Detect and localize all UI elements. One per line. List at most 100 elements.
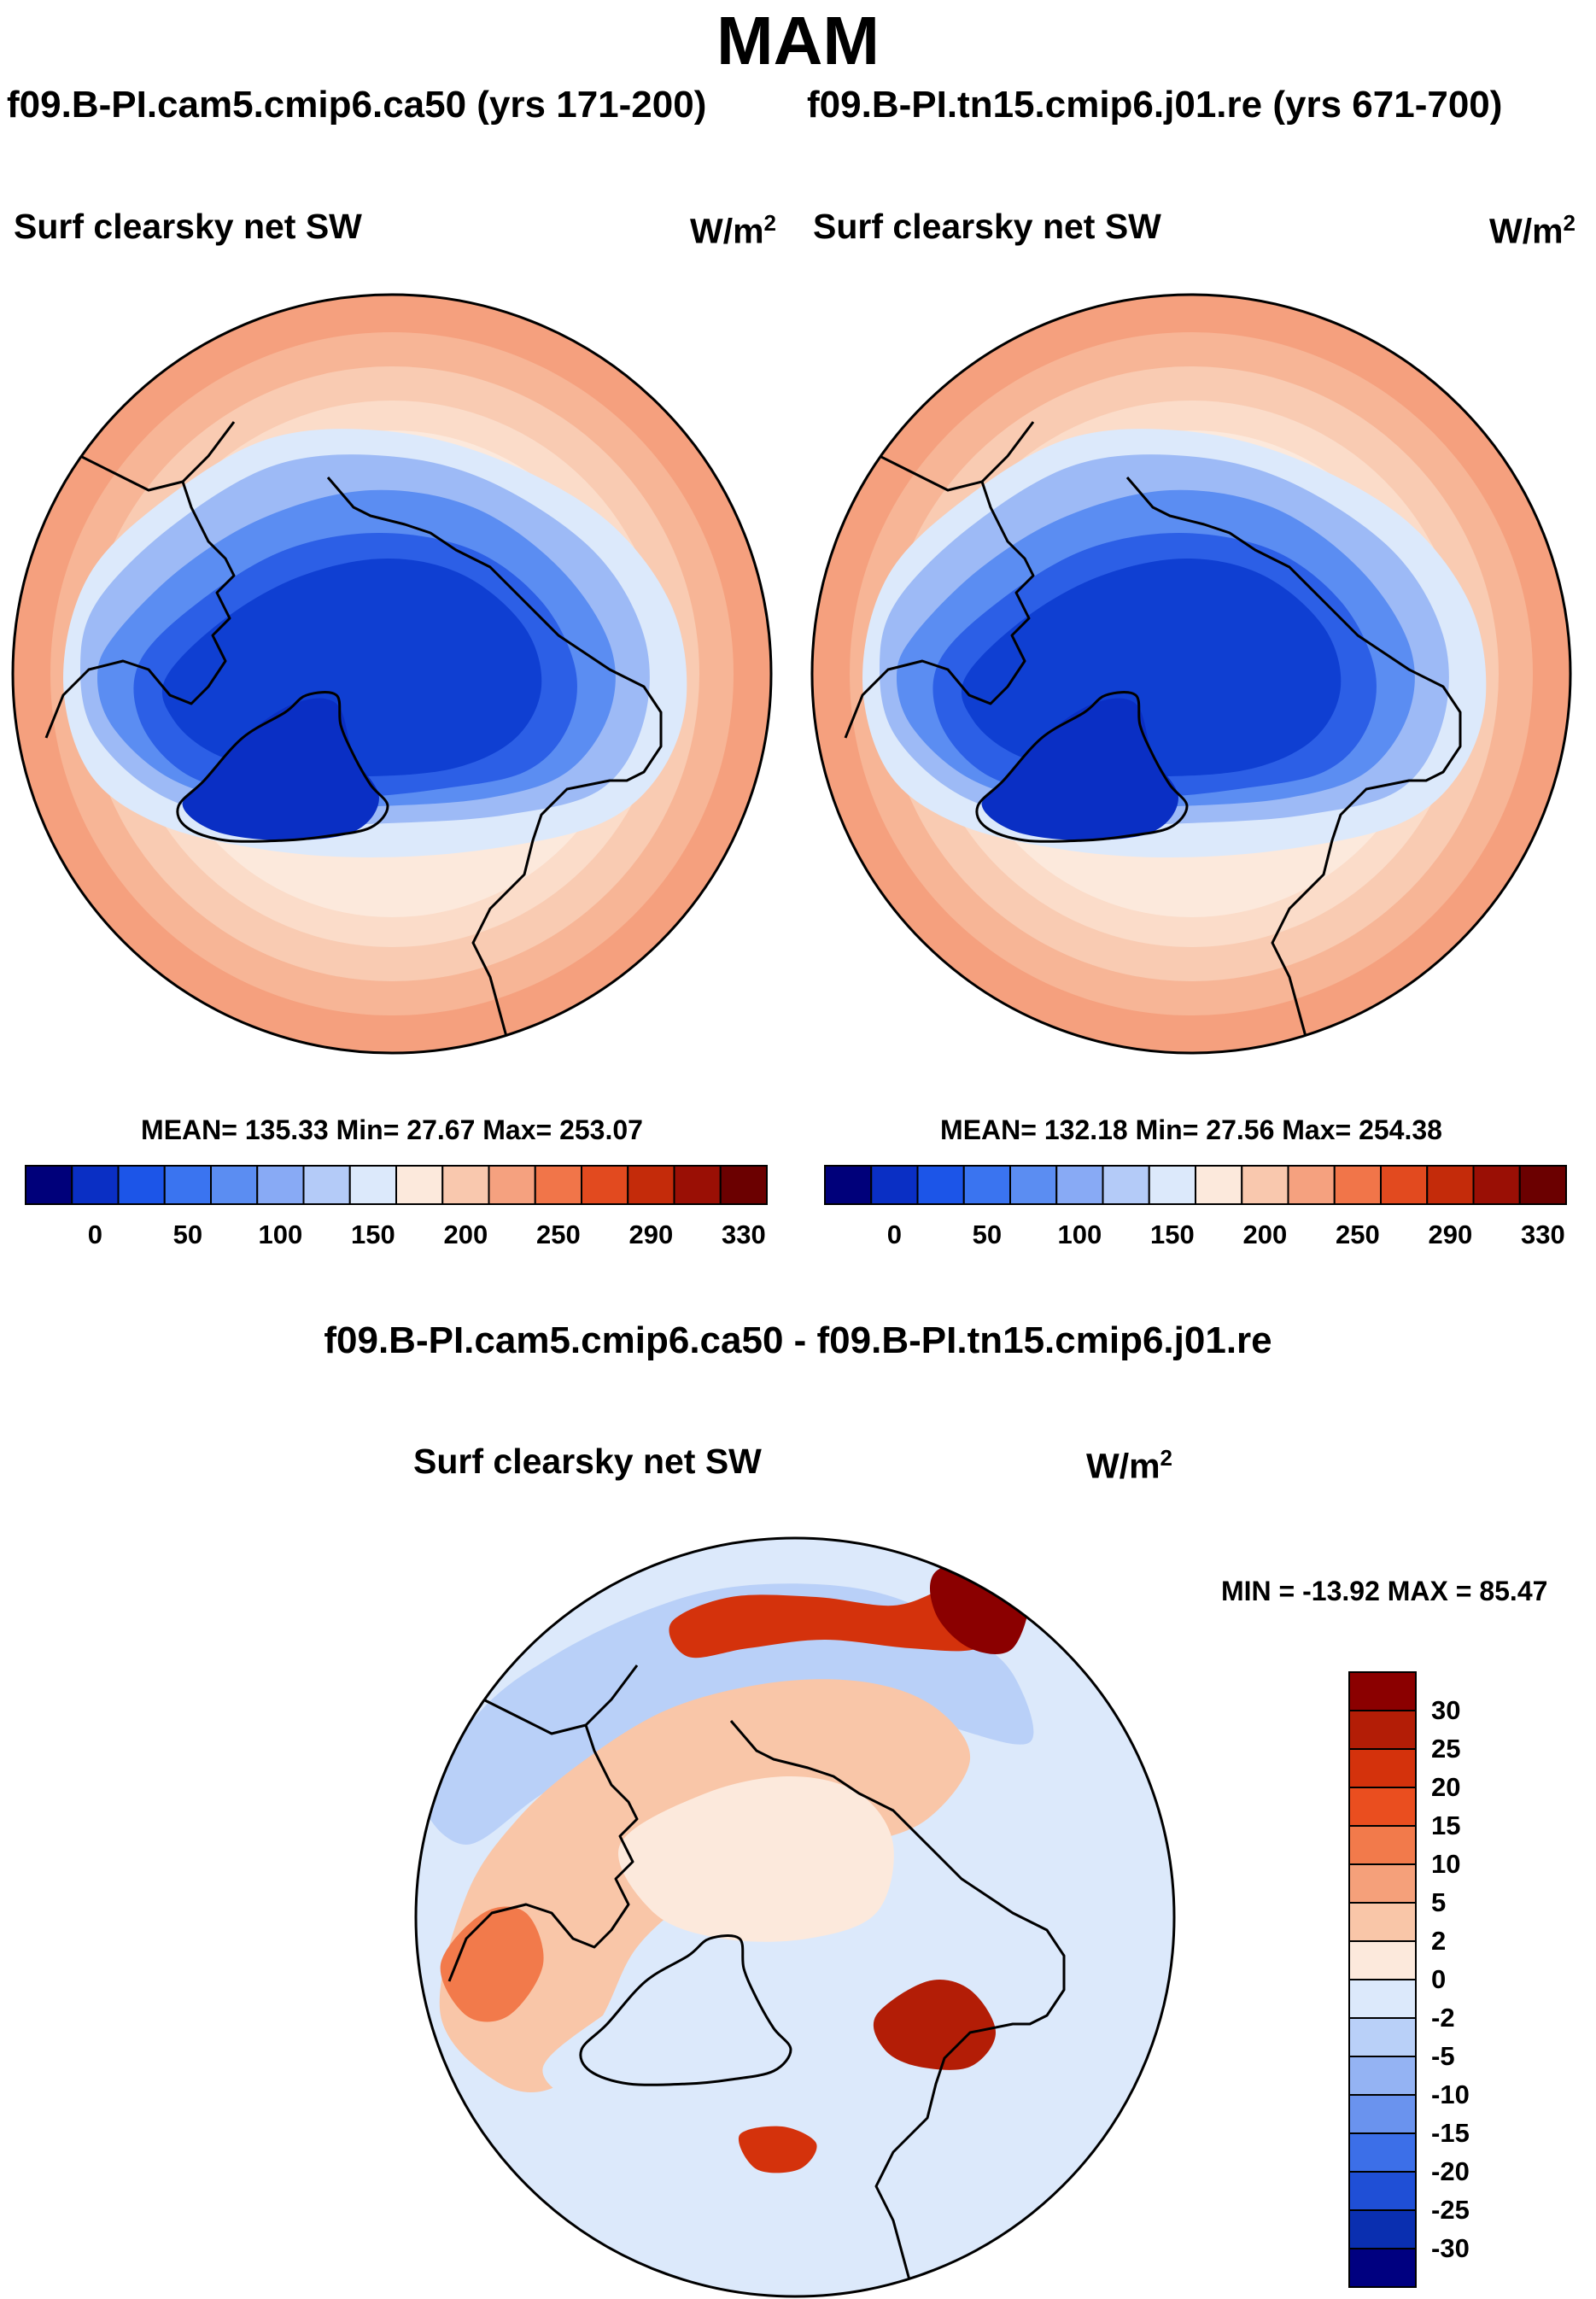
colorbar-2 xyxy=(824,1165,1567,1205)
map-3-border xyxy=(414,1536,1176,2298)
panel-2-title: Surf clearsky net SW xyxy=(813,207,1161,246)
colorbar-3-swatch xyxy=(1348,1979,1417,2019)
colorbar-1-tick-label: 290 xyxy=(628,1220,674,1249)
map-2-greenland xyxy=(981,698,1178,840)
map-3-pos-center xyxy=(618,1776,894,1942)
colorbar-3-ticks: 30 25 20 15 10 5 2 0 -2 -5 -10 -15 -20 -25 -30 xyxy=(1431,1672,1534,2287)
map-2-coast-greenland xyxy=(975,691,1189,843)
colorbar-1-swatch xyxy=(627,1165,675,1205)
colorbar-2-swatch xyxy=(916,1165,965,1205)
map-1-coast-greenland xyxy=(176,691,389,843)
map-panel-diff xyxy=(414,1536,1176,2298)
panel-3-title: Surf clearsky net SW xyxy=(413,1442,762,1481)
colorbar-2-ticks: 0 50 100 150 200 250 290 330 xyxy=(825,1220,1566,1254)
map-3-pos-strong-north xyxy=(669,1571,1014,1658)
map-3-pos-strong-barents xyxy=(873,1980,996,2070)
colorbar-1-ticks: 0 50 100 150 200 250 290 330 xyxy=(26,1220,767,1254)
colorbar-3-swatch xyxy=(1348,1863,1417,1904)
map-3-pos-hudson xyxy=(440,1906,544,2022)
map-1-coastline xyxy=(62,421,236,492)
colorbar-2-swatch xyxy=(1055,1165,1104,1205)
map-panel-1 xyxy=(11,293,773,1055)
colorbar-2-tick-label: 100 xyxy=(1057,1220,1102,1249)
colorbar-2-swatch xyxy=(1195,1165,1243,1205)
colorbar-3-tick-label: -25 xyxy=(1431,2195,1470,2225)
difference-title: f09.B-PI.cam5.cmip6.ca50 - f09.B-PI.tn15… xyxy=(324,1319,1272,1361)
colorbar-2-swatch xyxy=(1333,1165,1382,1205)
map-3-pos-iceland xyxy=(738,2126,817,2173)
panel-2-stats: MEAN= 132.18 Min= 27.56 Max= 254.38 xyxy=(940,1114,1442,1145)
colorbar-1-swatch xyxy=(302,1165,351,1205)
map-1-band-50 xyxy=(161,559,542,777)
map-2-coastline xyxy=(862,421,1035,492)
colorbar-2-swatch xyxy=(962,1165,1011,1205)
colorbar-1-tick-label: 200 xyxy=(443,1220,488,1249)
colorbar-1-tick-label: 330 xyxy=(722,1220,766,1249)
colorbar-1-tick-label: 100 xyxy=(258,1220,303,1249)
colorbar-3 xyxy=(1348,1671,1417,2288)
map-3-coastline xyxy=(465,1664,639,1735)
colorbar-1-swatch xyxy=(581,1165,629,1205)
panel-1-stats: MEAN= 135.33 Min= 27.67 Max= 253.07 xyxy=(141,1114,643,1145)
colorbar-1-swatch xyxy=(395,1165,444,1205)
colorbar-1-swatch xyxy=(488,1165,536,1205)
colorbar-3-tick-label: 30 xyxy=(1431,1695,1461,1725)
colorbar-3-tick-label: -30 xyxy=(1431,2233,1470,2263)
colorbar-2-swatch xyxy=(1287,1165,1336,1205)
colorbar-1-swatch xyxy=(673,1165,722,1205)
colorbar-2-tick-label: 290 xyxy=(1428,1220,1473,1249)
colorbar-1-tick-label: 50 xyxy=(172,1220,203,1249)
colorbar-2-swatch xyxy=(1148,1165,1196,1205)
colorbar-3-tick-label: -5 xyxy=(1431,2041,1455,2071)
map-2-field xyxy=(811,294,1571,1054)
colorbar-3-swatch xyxy=(1348,2017,1417,2057)
diff-stats: MIN = -13.92 MAX = 85.47 xyxy=(1221,1576,1548,1606)
map-3-neg-north xyxy=(423,1583,1034,1845)
case-title-left: f09.B-PI.cam5.cmip6.ca50 (yrs 171-200) xyxy=(7,84,707,126)
colorbar-3-swatch xyxy=(1348,2094,1417,2134)
colorbar-1-swatch xyxy=(256,1165,305,1205)
colorbar-3-tick-label: 0 xyxy=(1431,1964,1447,1994)
panel-1-units: W/m2 xyxy=(690,210,777,251)
map-3-coastline xyxy=(729,1720,1066,2297)
colorbar-3-tick-label: 15 xyxy=(1431,1811,1461,1840)
colorbar-2-swatch xyxy=(1009,1165,1058,1205)
colorbar-3-swatch xyxy=(1348,1940,1417,1980)
colorbar-2-tick-label: 250 xyxy=(1336,1220,1380,1249)
colorbar-1-tick-label: 250 xyxy=(536,1220,581,1249)
colorbar-3-tick-label: 2 xyxy=(1431,1926,1447,1956)
map-1-border xyxy=(11,293,773,1055)
colorbar-2-swatch xyxy=(824,1165,873,1205)
panel-3-units: W/m2 xyxy=(1086,1445,1173,1486)
colorbar-1-swatch xyxy=(25,1165,73,1205)
colorbar-1-swatch xyxy=(117,1165,166,1205)
colorbar-3-swatch xyxy=(1348,1902,1417,1942)
colorbar-2-swatch xyxy=(1241,1165,1289,1205)
map-3-field xyxy=(415,1537,1175,2297)
colorbar-2-swatch xyxy=(1102,1165,1150,1205)
map-2-coastline xyxy=(844,481,1035,739)
colorbar-1-swatch xyxy=(441,1165,490,1205)
colorbar-1-swatch xyxy=(163,1165,212,1205)
colorbar-3-swatch xyxy=(1348,2132,1417,2173)
map-2-band-50 xyxy=(961,559,1342,777)
colorbar-3-swatch xyxy=(1348,1748,1417,1788)
colorbar-3-swatch xyxy=(1348,1671,1417,1711)
colorbar-3-tick-label: 5 xyxy=(1431,1887,1447,1917)
colorbar-2-tick-label: 330 xyxy=(1521,1220,1565,1249)
colorbar-2-tick-label: 200 xyxy=(1242,1220,1288,1249)
map-2-coastline xyxy=(1125,477,1462,1054)
colorbar-3-tick-label: 10 xyxy=(1431,1849,1461,1879)
map-3-coast-greenland xyxy=(579,1934,792,2086)
colorbar-3-swatch xyxy=(1348,2248,1417,2288)
panel-1-title: Surf clearsky net SW xyxy=(14,207,362,246)
colorbar-2-swatch xyxy=(1518,1165,1567,1205)
colorbar-3-swatch xyxy=(1348,1710,1417,1750)
colorbar-2-tick-label: 150 xyxy=(1150,1220,1195,1249)
colorbar-3-tick-label: 25 xyxy=(1431,1734,1461,1764)
colorbar-2-swatch xyxy=(1426,1165,1475,1205)
map-3-greenland-neutral xyxy=(542,1964,775,2103)
colorbar-3-swatch xyxy=(1348,2056,1417,2096)
map-3-coastline xyxy=(447,1724,639,1982)
colorbar-1-tick-label: 150 xyxy=(351,1220,395,1249)
